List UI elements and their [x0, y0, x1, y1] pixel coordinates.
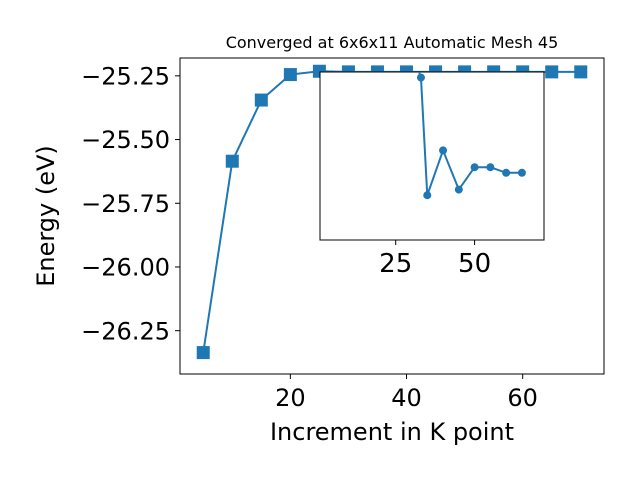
inset-x-axis: 25 50 [379, 240, 491, 279]
inset-x-tick-label: 50 [458, 249, 491, 279]
main-data-point [283, 68, 297, 82]
inset-data-point [470, 163, 479, 172]
inset-data-point [423, 191, 432, 200]
main-data-point [196, 346, 210, 360]
inset-data-point [416, 73, 425, 82]
inset-series-markers [416, 73, 526, 200]
main-data-point [254, 93, 268, 107]
inset-data-point [517, 168, 526, 177]
inset-plot-frame [319, 71, 545, 241]
main-x-axis: 20 40 60 [275, 374, 538, 412]
main-plot-frame [179, 57, 605, 375]
main-data-point [574, 65, 588, 79]
main-data-point [225, 154, 239, 168]
x-axis-label: Increment in K point [270, 418, 514, 446]
main-y-tick-label: −26.25 [81, 317, 170, 345]
main-y-tick-label: −25.25 [81, 62, 170, 90]
inset-x-tick-label: 25 [379, 249, 412, 279]
chart-title: Converged at 6x6x11 Automatic Mesh 45 [226, 33, 559, 52]
main-y-tick-label: −26.00 [81, 254, 170, 282]
main-y-tick-label: −25.50 [81, 126, 170, 154]
inset-data-point [502, 168, 511, 177]
main-y-tick-label: −25.75 [81, 190, 170, 218]
main-x-tick-label: 60 [507, 384, 538, 412]
main-y-axis: −26.25 −26.00 −25.75 −25.50 −25.25 [81, 62, 180, 345]
main-x-tick-label: 40 [391, 384, 422, 412]
inset-data-point [454, 185, 463, 194]
main-x-tick-label: 20 [275, 384, 306, 412]
main-data-point [545, 65, 559, 79]
inset-data-point [439, 146, 448, 155]
y-axis-label: Energy (eV) [32, 145, 60, 287]
inset-data-point [486, 163, 495, 172]
